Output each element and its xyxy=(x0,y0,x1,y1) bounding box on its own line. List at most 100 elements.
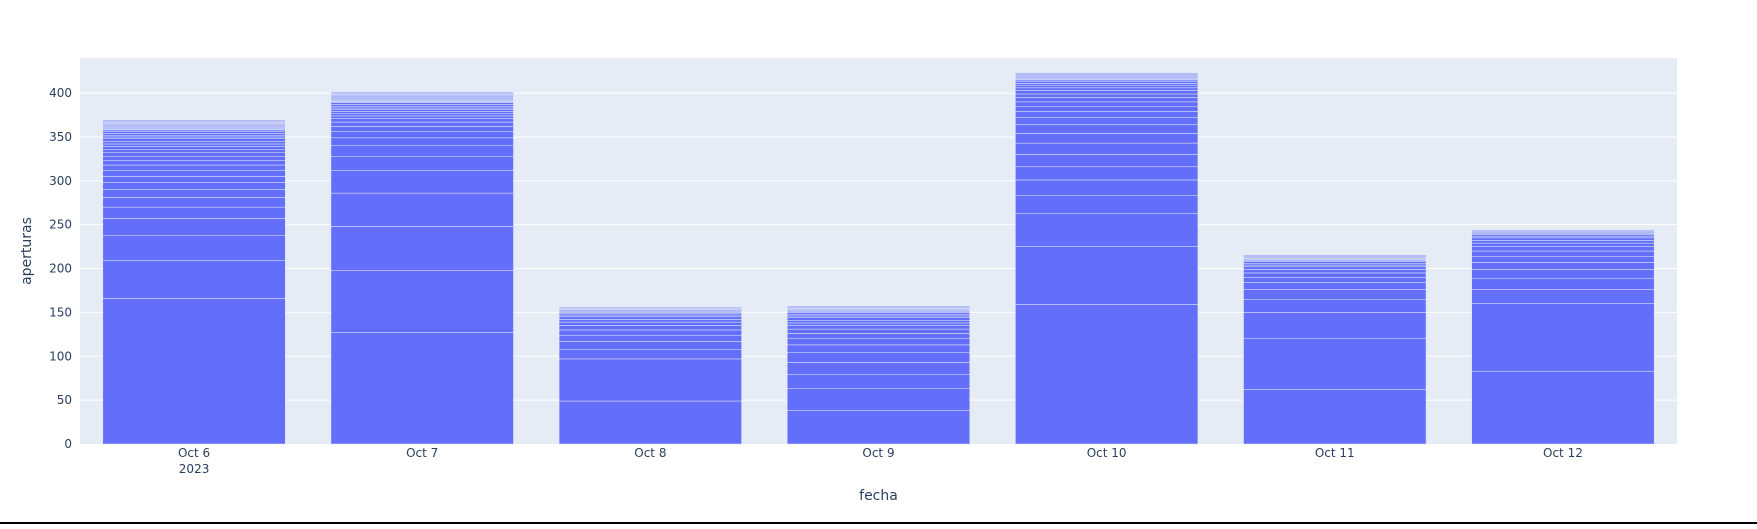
bar-segment xyxy=(102,197,286,208)
bar-segment xyxy=(1243,289,1427,300)
bar-segment xyxy=(102,298,286,445)
bar-segment xyxy=(102,170,286,177)
bar-segment xyxy=(330,131,514,139)
bar-segment xyxy=(786,312,971,315)
bar-segment xyxy=(102,138,286,142)
bar-segment xyxy=(102,164,286,171)
bar-segment xyxy=(786,333,971,339)
bar-segment xyxy=(330,104,514,107)
bar-segment xyxy=(558,306,742,309)
bar-segment xyxy=(1471,250,1655,257)
bar-segment xyxy=(558,321,742,326)
bar-segment xyxy=(1471,229,1655,232)
bar-segment xyxy=(786,322,971,326)
bar-segment xyxy=(786,352,971,363)
bar-segment xyxy=(330,115,514,119)
x-tick-label: Oct 6 xyxy=(178,446,210,460)
bar-segment xyxy=(1015,179,1199,196)
bar-segment xyxy=(330,102,514,105)
bar-segment xyxy=(786,388,971,411)
bar-segment xyxy=(786,410,971,445)
x-tick-label: Oct 7 xyxy=(406,446,438,460)
bar-segment xyxy=(1471,289,1655,304)
y-tick-label: 200 xyxy=(49,262,72,276)
bar-segment xyxy=(1015,81,1199,84)
x-tick-label: Oct 9 xyxy=(862,446,894,460)
x-tick-label: Oct 11 xyxy=(1315,446,1355,460)
bars xyxy=(102,72,1655,445)
bar-segment xyxy=(102,134,286,138)
bar-segment xyxy=(1243,312,1427,339)
y-tick-label: 0 xyxy=(64,437,72,451)
bar-segment xyxy=(330,270,514,333)
x-axis-title: fecha xyxy=(859,488,898,504)
bar-segment xyxy=(330,156,514,171)
bar-segment xyxy=(1243,272,1427,278)
x-tick-label: Oct 10 xyxy=(1087,446,1127,460)
bar-segment xyxy=(1243,269,1427,274)
bar-segment xyxy=(1471,246,1655,252)
bar-segment xyxy=(1471,237,1655,241)
bar-segment xyxy=(102,152,286,157)
bar-segment xyxy=(1015,93,1199,98)
y-axis-title: aperturas xyxy=(19,217,35,285)
bar-segment xyxy=(1243,263,1427,266)
bar-segment xyxy=(330,192,514,227)
bar-segment xyxy=(1243,255,1427,257)
bar-stack xyxy=(1471,229,1655,445)
bar-segment xyxy=(1015,154,1199,168)
bar-segment xyxy=(1243,389,1427,445)
bar-segment xyxy=(102,160,286,166)
bar-segment xyxy=(1471,234,1655,237)
x-axis-tick-labels: 2023 Oct 6 Oct 7 Oct 8 Oct 9 Oct 10 Oct 11 Oct… xyxy=(178,446,1583,476)
bar-segment xyxy=(558,316,742,320)
bar-segment xyxy=(1471,235,1655,239)
bar-segment xyxy=(1015,111,1199,118)
bar-segment xyxy=(1243,266,1427,270)
bar-segment xyxy=(102,120,286,122)
y-tick-label: 350 xyxy=(49,130,72,144)
bar-segment xyxy=(330,170,514,194)
bar-segment xyxy=(1471,242,1655,247)
x-tick-year-label: 2023 xyxy=(179,462,210,476)
y-tick-label: 100 xyxy=(49,349,72,363)
y-tick-label: 50 xyxy=(57,393,72,407)
bar-segment xyxy=(102,133,286,136)
bar-segment xyxy=(1015,133,1199,144)
bar-segment xyxy=(102,146,286,150)
bar-stack xyxy=(1015,72,1199,445)
bar-segment xyxy=(1243,264,1427,268)
bar-segment xyxy=(1015,97,1199,103)
bar-segment xyxy=(558,329,742,336)
bar-segment xyxy=(558,358,742,402)
y-axis-tick-labels: 0 50 100 150 200 250 300 350 400 xyxy=(49,86,72,451)
bottom-border-line xyxy=(0,522,1757,524)
bar-segment xyxy=(1015,79,1199,82)
bar-segment xyxy=(330,109,514,112)
bar-segment xyxy=(1015,72,1199,75)
bar-segment xyxy=(558,349,742,360)
bar-segment xyxy=(102,141,286,145)
bar-segment xyxy=(786,315,971,318)
bar-segment xyxy=(1015,87,1199,91)
bar-segment xyxy=(558,313,742,316)
y-tick-label: 250 xyxy=(49,218,72,232)
bar-segment xyxy=(558,400,742,445)
bar-segment xyxy=(102,182,286,190)
bar-segment xyxy=(102,189,286,198)
bar-segment xyxy=(1015,213,1199,247)
bar-segment xyxy=(1471,240,1655,244)
bar-segment xyxy=(558,319,742,323)
bar-segment xyxy=(558,334,742,342)
x-tick-label: Oct 8 xyxy=(634,446,666,460)
bar-segment xyxy=(1471,262,1655,270)
bar-segment xyxy=(330,332,514,445)
bar-segment xyxy=(1015,90,1199,95)
bar-segment xyxy=(786,344,971,354)
bar-stack xyxy=(786,306,971,445)
bar-segment xyxy=(1471,269,1655,279)
bar-segment xyxy=(786,313,971,317)
bar-stack xyxy=(102,120,286,445)
bar-segment xyxy=(1015,124,1199,134)
bar-segment xyxy=(786,317,971,321)
